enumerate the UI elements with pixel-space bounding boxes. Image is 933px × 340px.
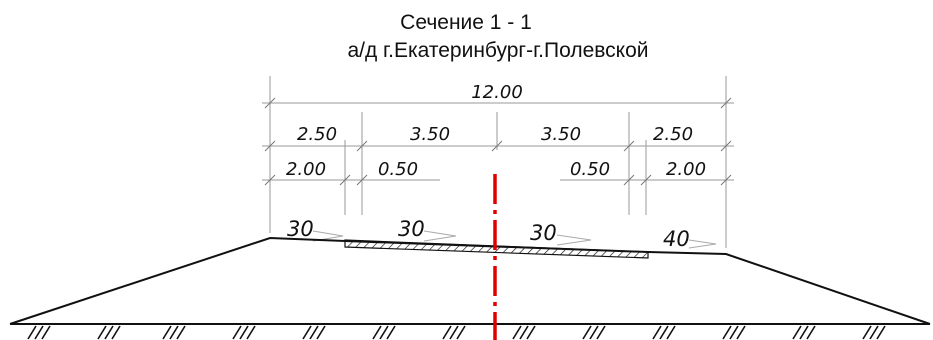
strip-left-width: 0.50 [378,159,418,180]
slope-label-4: 40 [663,227,690,251]
lane-left-width: 3.50 [410,124,450,145]
strip-right-width: 0.50 [570,159,610,180]
slope-arrow-4 [688,239,717,249]
section-title: Сечение 1 - 1 [400,11,532,34]
lane-right-width: 3.50 [541,124,581,145]
dimension-lines [262,97,734,186]
shoulder-left-width: 2.50 [297,124,337,145]
slope-label-1: 30 [287,217,314,241]
slope-arrow-2 [423,230,457,242]
slope-label-2: 30 [398,217,425,241]
slope-label-3: 30 [530,221,557,245]
shoulder-left-unpaved-width: 2.00 [286,159,326,180]
shoulder-right-unpaved-width: 2.00 [666,159,706,180]
slope-arrow-3 [556,234,592,246]
road-name: а/д г.Екатеринбург-г.Полевской [347,39,648,62]
ground-hatching [27,325,886,340]
shoulder-right-width: 2.50 [653,124,693,145]
extension-lines [269,76,727,248]
total-width-label: 12.00 [471,82,523,103]
